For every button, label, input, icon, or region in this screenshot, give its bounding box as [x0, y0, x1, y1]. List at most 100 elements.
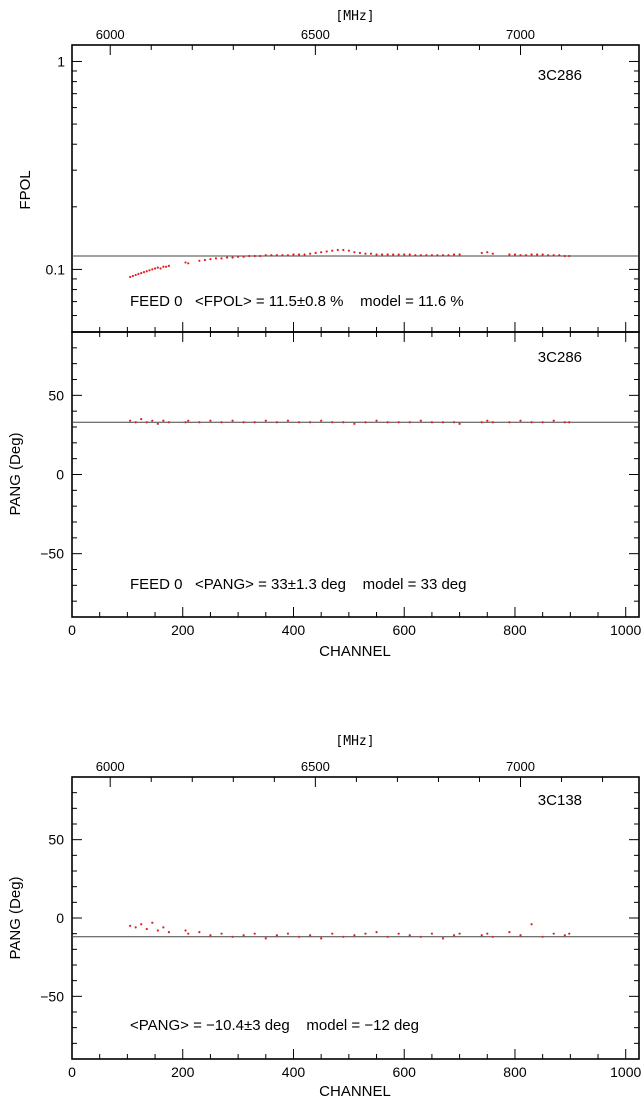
pang-3c138-x-tick-label: 400 [282, 1064, 306, 1080]
pang-3c286-data-point [308, 421, 312, 424]
fpol-data-point [414, 254, 417, 257]
pang-3c138-data-point [156, 929, 159, 932]
pang-3c138-data-point [253, 932, 256, 935]
pang-3c286-data-point [486, 419, 489, 422]
pang-3c286-y-axis-label: PANG (Deg) [7, 432, 24, 515]
pang-3c286-data-point [242, 421, 245, 424]
pang-3c138-data-point [264, 937, 267, 940]
pang-3c138-data-point [129, 924, 132, 927]
pang-3c286-y-tick-label: −50 [40, 546, 64, 562]
pang-3c286-data-point [342, 421, 345, 424]
pang-3c286-y-tick-label: 50 [48, 387, 64, 403]
pang-3c138-data-point [242, 934, 245, 937]
fpol-data-point [425, 254, 428, 257]
fpol-data-point [248, 254, 251, 258]
fpol-data-point [558, 254, 561, 257]
pang-3c286-data-point [530, 421, 533, 424]
fpol-data-point [563, 254, 566, 258]
pang-3c138-data-point [568, 932, 571, 935]
pang-3c286-data-point [452, 421, 456, 424]
fpol-data-point [137, 272, 140, 276]
fpol-data-point [380, 253, 384, 256]
pang-3c286-data-point [519, 419, 522, 422]
pang-3c138-data-point [134, 926, 137, 929]
pang-3c286-data-point [134, 421, 137, 424]
fpol-data-point [140, 271, 143, 275]
fpol-data-point [303, 253, 306, 256]
pang-3c138-data-point [552, 932, 555, 935]
fpol-source-label: 3C286 [538, 67, 582, 84]
pang-3c286-data-point [198, 421, 201, 424]
pang-3c138-source-label: 3C138 [538, 792, 582, 809]
fpol-data-point [547, 254, 550, 257]
fpol-data-point [358, 251, 362, 255]
fpol-top-tick-label: 7000 [506, 27, 535, 42]
pang-3c138-x-axis-label: CHANNEL [319, 1083, 391, 1100]
pang-3c138-data-point [397, 932, 400, 935]
pang-3c286-data-point [408, 421, 411, 424]
pang-3c286-data-point [162, 419, 165, 422]
pang-3c138-x-tick-label: 1000 [610, 1064, 641, 1080]
fpol-data-point [134, 273, 137, 277]
fpol-data-point [314, 251, 317, 255]
pang-3c286-data-point [209, 419, 212, 422]
pang-3c286-data-point [441, 421, 445, 424]
pang-3c286-x-axis-label: CHANNEL [319, 643, 391, 660]
fpol-data-point [129, 275, 132, 279]
fpol-data-point [214, 257, 218, 260]
pang-3c138-data-point [452, 934, 456, 937]
pang-3c286-data-point [331, 421, 334, 424]
pang-3c138-top-axis-label: [MHz] [335, 734, 374, 749]
fpol-data-point [524, 254, 528, 257]
pang-3c286-data-point [386, 421, 389, 424]
fpol-data-point [513, 253, 517, 256]
fpol-data-point [336, 248, 339, 252]
pang-3c286-x-tick-label: 0 [68, 622, 76, 638]
pang-3c286-x-tick-label: 400 [282, 622, 306, 638]
pang-3c138-y-axis-label: PANG (Deg) [7, 876, 24, 959]
pang-3c138-top-tick-label: 7000 [506, 759, 535, 774]
fpol-data-point [151, 268, 154, 271]
pang-3c286-x-tick-label: 1000 [610, 622, 641, 638]
pang-3c286-source-label: 3C286 [538, 349, 582, 366]
pang-3c138-data-point [563, 934, 566, 937]
pang-3c286-data-point [286, 419, 290, 422]
pang-3c138-data-point [167, 931, 170, 934]
fpol-data-point [441, 254, 445, 257]
pang-3c138-data-point [486, 932, 489, 935]
pang-3c286-data-point [297, 421, 301, 424]
fpol-data-point [237, 255, 240, 258]
pang-3c138-data-point [458, 932, 461, 935]
pang-3c138-y-tick-label: 50 [48, 832, 64, 848]
fpol-data-point [225, 256, 229, 259]
fpol-data-point [342, 248, 345, 252]
pang-3c286-plot-frame [71, 331, 640, 618]
pang-3c138-panel: [MHz] 3C138 PANG (Deg) CHANNEL <PANG> = … [7, 734, 641, 1100]
pang-3c138-data-point [220, 932, 223, 935]
pang-3c138-data-point [430, 932, 434, 935]
pang-3c138-data-point [184, 929, 187, 932]
pang-3c138-data-point [441, 937, 445, 940]
fpol-data-point [508, 253, 511, 256]
pang-3c286-data-point [231, 419, 234, 422]
fpol-y-tick-label: 1 [57, 53, 65, 69]
fpol-top-axis-label: [MHz] [335, 9, 374, 24]
pang-3c286-panel: 3C286 PANG (Deg) CHANNEL FEED 0 <PANG> =… [7, 331, 641, 660]
pang-3c138-data-point [308, 934, 312, 937]
fpol-data-point [270, 254, 273, 257]
pang-3c286-data-point [430, 421, 434, 424]
fpol-data-point [452, 253, 456, 256]
pang-3c286-data-point [568, 421, 571, 424]
pang-3c138-data-point [297, 935, 301, 938]
fpol-data-point [142, 271, 146, 274]
fpol-data-point [297, 253, 301, 256]
pang-3c138-data-point [275, 934, 278, 937]
pang-3c138-data-point [530, 923, 533, 926]
fpol-data-point [491, 252, 494, 255]
pang-3c286-data-point [419, 419, 422, 422]
pang-3c138-data-point [375, 931, 378, 934]
fpol-data-point [231, 256, 234, 259]
pang-3c138-data-point [480, 934, 483, 937]
fpol-data-point [353, 251, 356, 254]
pang-3c138-data-point [162, 926, 165, 929]
